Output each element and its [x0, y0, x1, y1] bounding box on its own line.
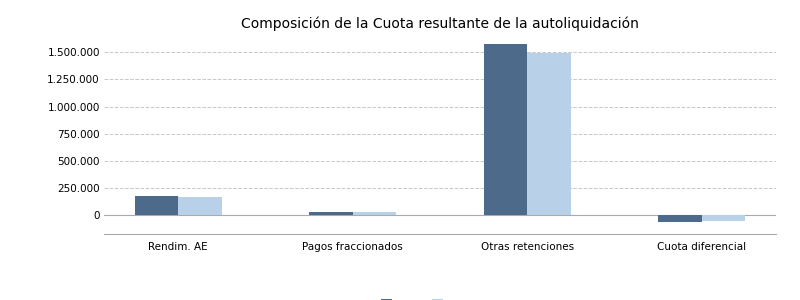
Bar	[353, 212, 396, 215]
Bar	[484, 44, 527, 215]
Bar	[702, 215, 746, 221]
Title: Composición de la Cuota resultante de la autoliquidación: Composición de la Cuota resultante de la…	[241, 16, 639, 31]
Bar	[309, 212, 353, 215]
Bar	[134, 196, 178, 215]
Bar	[178, 197, 222, 215]
Legend: Total, Beneficio: Total, Beneficio	[377, 295, 503, 300]
Bar	[658, 215, 702, 221]
Bar	[527, 53, 571, 215]
